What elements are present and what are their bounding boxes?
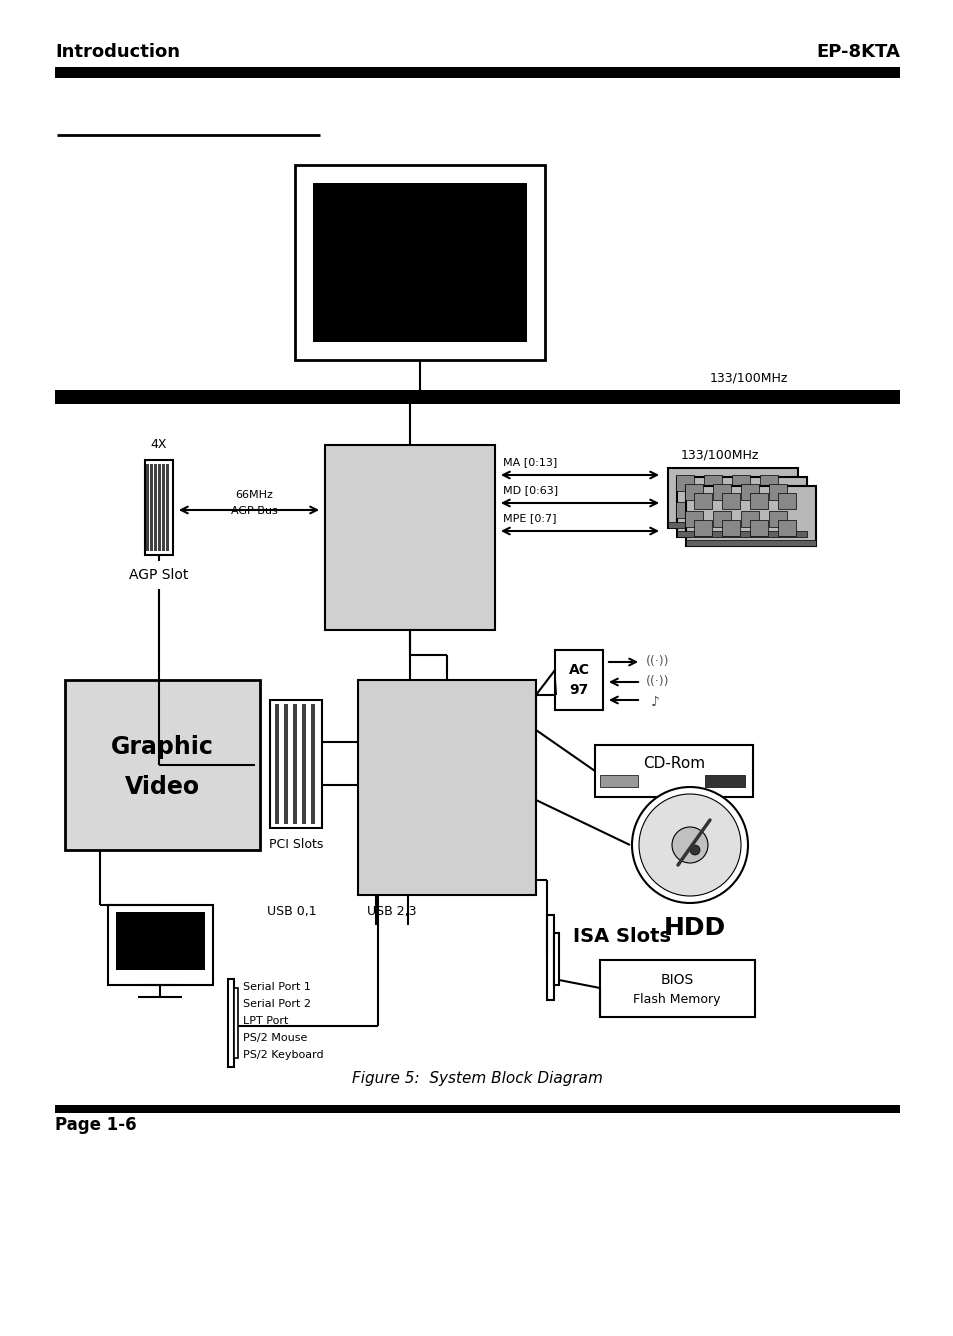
Text: Serial Port 2: Serial Port 2 [243, 999, 311, 1009]
Text: AGP Bus: AGP Bus [231, 506, 277, 516]
Text: AC: AC [568, 663, 589, 677]
Bar [555, 651, 602, 709]
Bar [667, 522, 797, 528]
Bar [546, 915, 554, 1001]
Text: 133/100MHz: 133/100MHz [680, 449, 759, 461]
Bar [693, 493, 711, 509]
Bar [749, 493, 767, 509]
Bar [721, 520, 740, 536]
Text: Figure 5:  System Block Diagram: Figure 5: System Block Diagram [352, 1070, 601, 1085]
Bar [146, 464, 149, 550]
Bar [145, 460, 172, 554]
Bar [274, 704, 278, 824]
Bar [357, 680, 536, 895]
Bar [311, 704, 314, 824]
Bar [65, 680, 260, 850]
Bar [599, 961, 754, 1017]
Bar [677, 530, 806, 537]
Bar [55, 67, 899, 77]
Bar [116, 912, 205, 970]
Bar [153, 464, 157, 550]
Bar [108, 904, 213, 985]
Bar [760, 502, 778, 518]
Text: HDD: HDD [663, 916, 725, 941]
Bar [302, 704, 306, 824]
Circle shape [671, 827, 707, 863]
Bar [721, 493, 740, 509]
Text: 97: 97 [569, 683, 588, 697]
Text: 4X: 4X [151, 438, 167, 452]
Bar [162, 464, 165, 550]
Bar [685, 486, 815, 546]
Bar [270, 700, 322, 828]
Text: Video: Video [124, 775, 199, 799]
Bar [760, 476, 778, 492]
Text: LPT Port: LPT Port [243, 1015, 288, 1026]
Text: MPE [0:7]: MPE [0:7] [502, 513, 556, 522]
Bar [667, 468, 797, 528]
Text: Graphic: Graphic [111, 735, 213, 759]
Text: EP-8KTA: EP-8KTA [815, 43, 899, 61]
Bar [712, 484, 730, 500]
Bar [294, 166, 544, 359]
Bar [703, 476, 721, 492]
Bar [685, 540, 815, 546]
Text: Introduction: Introduction [55, 43, 180, 61]
Text: PS/2 Keyboard: PS/2 Keyboard [243, 1050, 323, 1059]
Circle shape [639, 794, 740, 896]
Bar [166, 464, 169, 550]
Bar [595, 745, 752, 798]
Text: MD [0:63]: MD [0:63] [502, 485, 558, 496]
Bar [55, 1105, 899, 1113]
Text: PS/2 Mouse: PS/2 Mouse [243, 1033, 307, 1043]
Bar [676, 476, 693, 492]
Bar [749, 520, 767, 536]
Bar [150, 464, 152, 550]
Bar [704, 775, 744, 787]
Bar [703, 502, 721, 518]
Text: ISA Slots: ISA Slots [573, 927, 670, 946]
Circle shape [631, 787, 747, 903]
Text: ((·)): ((·)) [645, 656, 669, 668]
Text: PCI Slots: PCI Slots [269, 838, 323, 851]
Bar [55, 390, 899, 403]
Bar [768, 484, 786, 500]
Text: Page 1-6: Page 1-6 [55, 1116, 136, 1134]
Bar [293, 704, 296, 824]
Text: CD-Rom: CD-Rom [642, 755, 704, 771]
Bar [554, 933, 558, 985]
Bar [677, 477, 806, 537]
Text: USB 2,3: USB 2,3 [367, 906, 416, 919]
Bar [684, 510, 702, 526]
Bar [158, 464, 161, 550]
Bar [740, 510, 759, 526]
Bar [676, 502, 693, 518]
Text: Flash Memory: Flash Memory [633, 993, 720, 1006]
Text: 133/100MHz: 133/100MHz [709, 371, 787, 385]
Text: AGP Slot: AGP Slot [130, 568, 189, 582]
Bar [778, 520, 795, 536]
Bar [684, 484, 702, 500]
Text: 66MHz: 66MHz [234, 490, 273, 500]
Circle shape [689, 844, 700, 855]
Bar [325, 445, 495, 631]
Bar [693, 520, 711, 536]
Bar [284, 704, 288, 824]
Text: USB 0,1: USB 0,1 [267, 906, 316, 919]
Bar [599, 775, 638, 787]
Bar [740, 484, 759, 500]
Bar [233, 989, 237, 1058]
Bar [731, 476, 749, 492]
Bar [768, 510, 786, 526]
Bar [313, 183, 526, 342]
Bar [778, 493, 795, 509]
Text: MA [0:13]: MA [0:13] [502, 457, 557, 468]
Text: Serial Port 1: Serial Port 1 [243, 982, 311, 993]
Text: ((·)): ((·)) [645, 676, 669, 688]
Bar [228, 979, 233, 1067]
Text: ♪: ♪ [650, 695, 659, 709]
Text: BIOS: BIOS [659, 973, 693, 987]
Bar [731, 502, 749, 518]
Bar [712, 510, 730, 526]
